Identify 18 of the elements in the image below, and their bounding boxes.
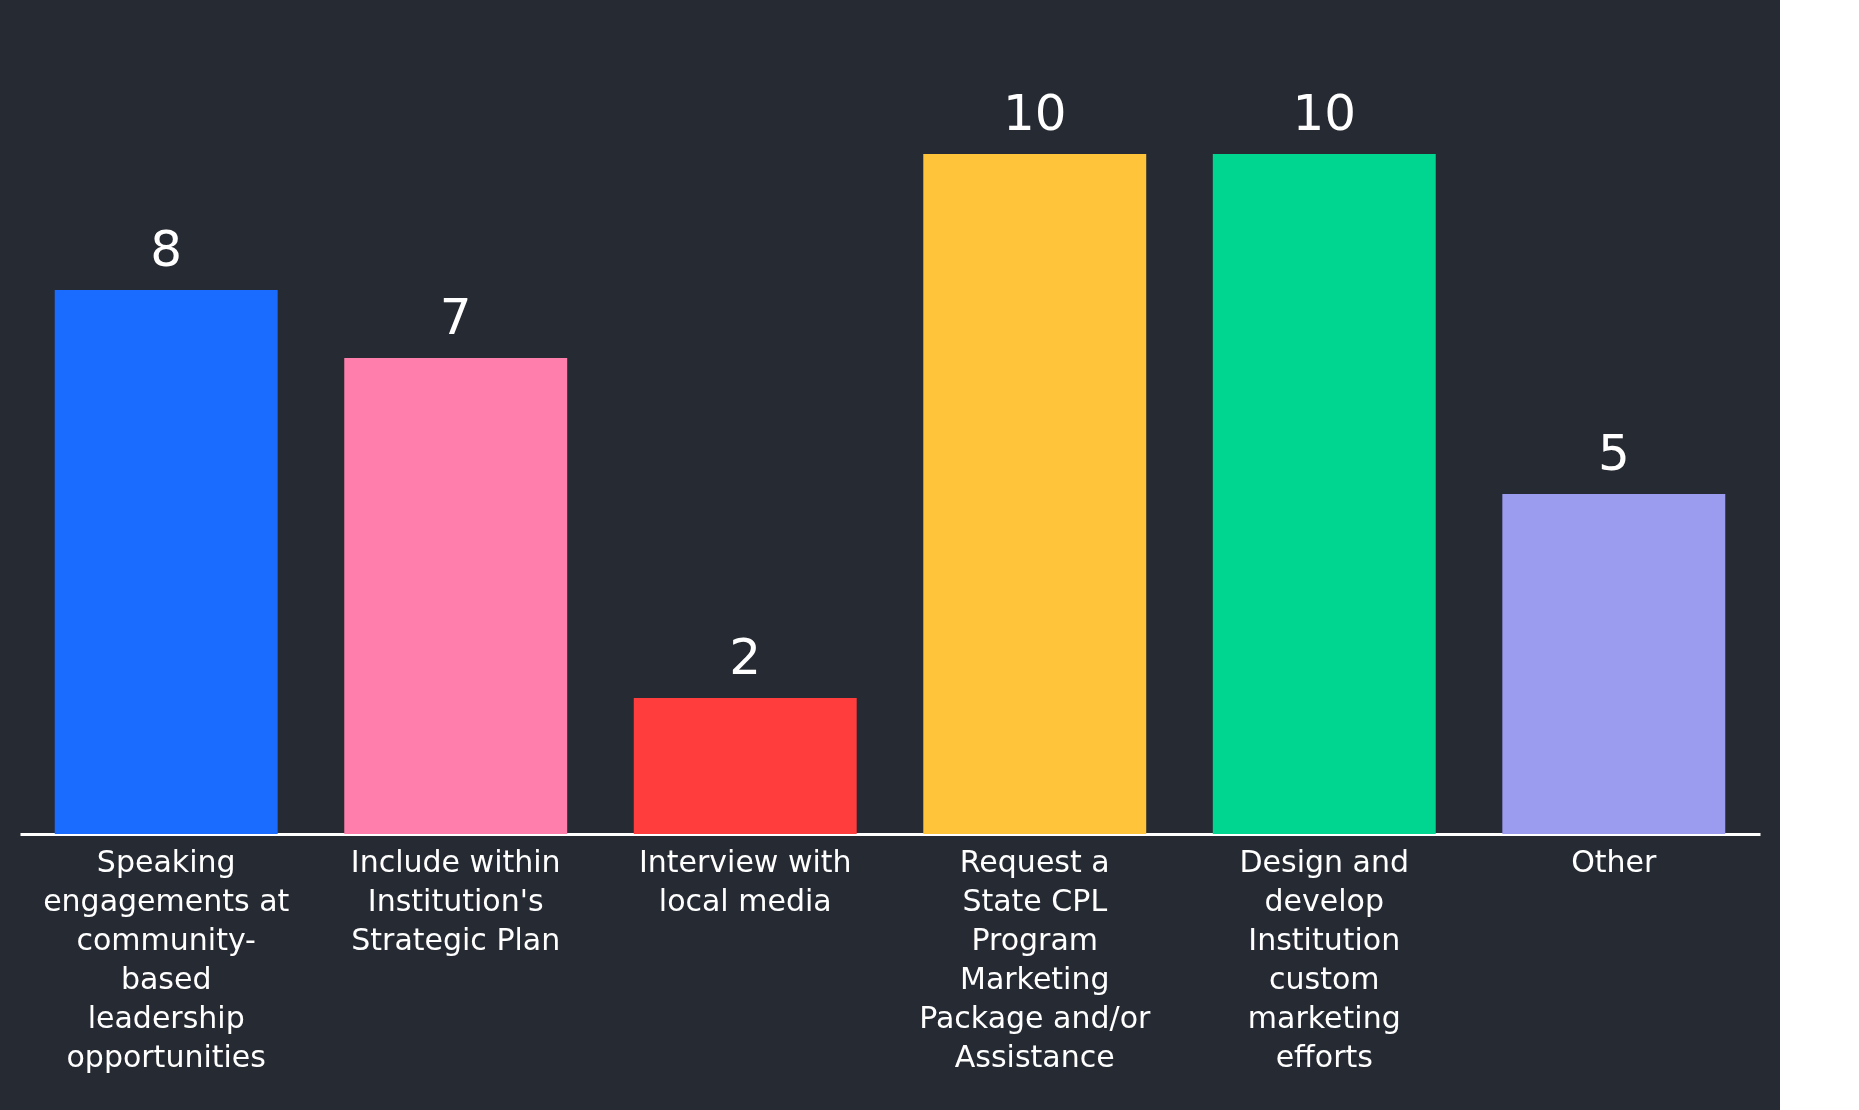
x-tick-label: Other xyxy=(1571,844,1658,879)
data-label: 10 xyxy=(1292,84,1357,142)
bar xyxy=(1502,494,1726,834)
x-tick-label: Include within Institution's Strategic Plan xyxy=(350,844,561,957)
data-label: 7 xyxy=(439,288,472,346)
bar xyxy=(633,698,857,834)
bar xyxy=(923,154,1147,834)
x-tick-label: Request a State CPL Program Marketing Package and/or Assistance xyxy=(919,844,1151,1074)
bar xyxy=(54,290,278,834)
x-tick-label: Interview with local media xyxy=(638,844,852,918)
x-tick-label: Design and develop Institution custom marketing efforts xyxy=(1239,844,1410,1074)
bar xyxy=(344,358,568,834)
x-tick-label: Speaking engagements at community-based leadership opportunities xyxy=(43,844,290,1074)
data-label: 5 xyxy=(1597,424,1630,482)
bar xyxy=(1212,154,1436,834)
data-label: 2 xyxy=(729,628,762,686)
data-label: 8 xyxy=(150,220,183,278)
data-label: 10 xyxy=(1002,84,1067,142)
